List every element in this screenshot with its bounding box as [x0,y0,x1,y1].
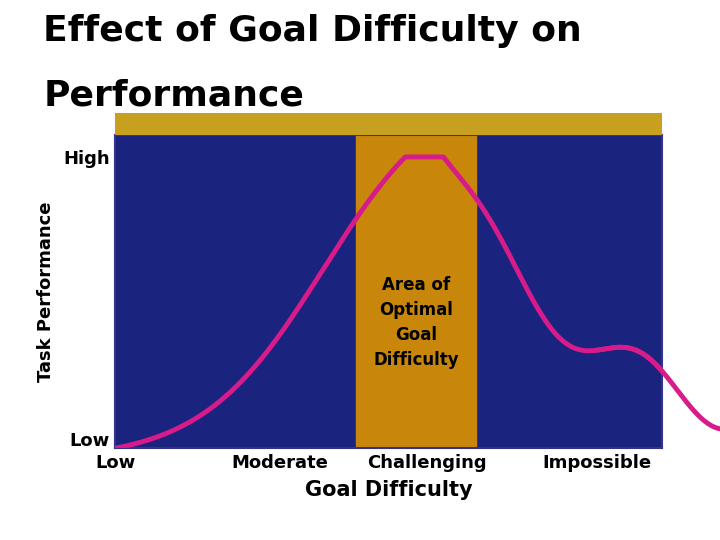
Bar [356,135,477,448]
X-axis label: Goal Difficulty: Goal Difficulty [305,480,472,500]
Text: Effect of Goal Difficulty on: Effect of Goal Difficulty on [43,14,582,48]
Text: Area of
Optimal
Goal
Difficulty: Area of Optimal Goal Difficulty [374,276,459,369]
FancyBboxPatch shape [115,113,662,135]
Text: Performance: Performance [43,78,304,112]
Y-axis label: Task Performance: Task Performance [37,201,55,382]
